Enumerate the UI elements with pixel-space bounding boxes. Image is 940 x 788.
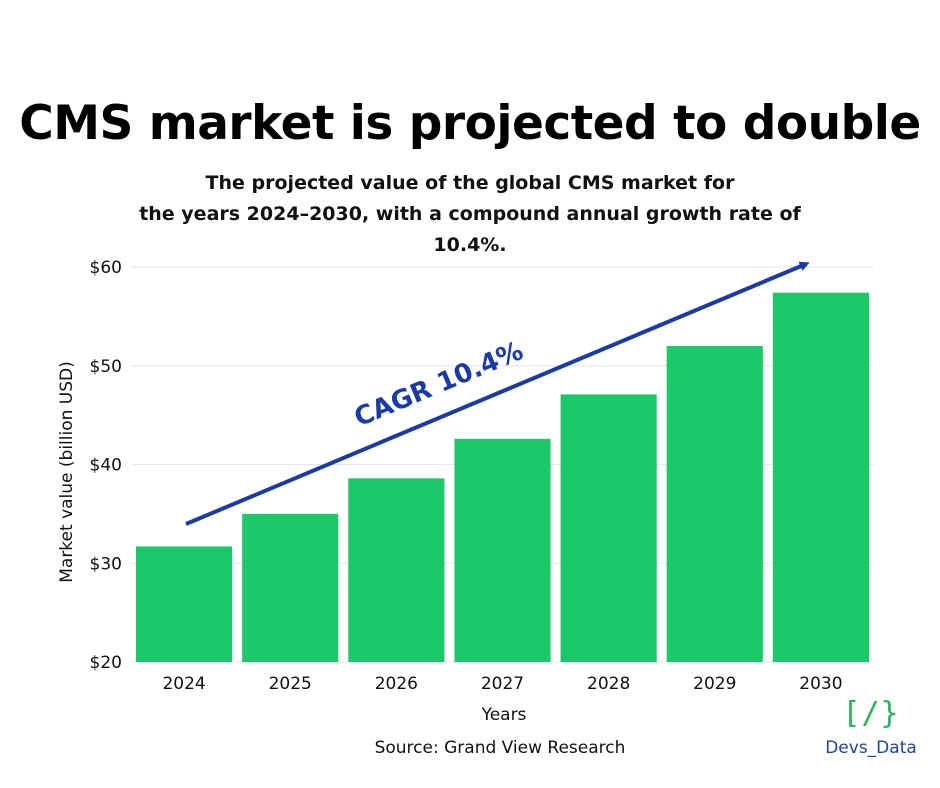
devs-data-logo: [/} Devs_Data xyxy=(806,696,936,758)
subtitle-line-2: the years 2024–2030, with a compound ann… xyxy=(139,203,801,256)
x-axis-label: Years xyxy=(481,705,527,725)
x-tick-label: 2029 xyxy=(693,674,736,694)
y-tick-label: $20 xyxy=(90,653,122,673)
bar-chart: $20 $30 $40 $50 $60 2024 2025 2026 2027 2028 2029… xyxy=(57,258,874,725)
y-tick-label: $50 xyxy=(90,357,122,377)
bar-2025 xyxy=(242,513,339,662)
source-note: Source: Grand View Research xyxy=(374,738,626,758)
x-tick-label: 2024 xyxy=(162,674,205,694)
x-tick-label: 2027 xyxy=(481,674,524,694)
bars xyxy=(136,292,869,662)
bar-2028 xyxy=(560,394,657,662)
bar-2029 xyxy=(666,346,763,662)
y-tick-label: $30 xyxy=(90,554,122,574)
bar-2027 xyxy=(454,438,551,662)
x-tick-label: 2028 xyxy=(587,674,630,694)
y-tick-label: $60 xyxy=(90,258,122,278)
x-tick-label: 2026 xyxy=(375,674,418,694)
subtitle-line-1: The projected value of the global CMS ma… xyxy=(205,172,735,194)
logo-text: Devs_Data xyxy=(825,738,917,758)
y-axis-ticks: $20 $30 $40 $50 $60 xyxy=(90,258,122,673)
cagr-trend-arrow xyxy=(185,261,810,526)
x-axis-ticks: 2024 2025 2026 2027 2028 2029 2030 xyxy=(162,674,842,694)
x-tick-label: 2025 xyxy=(269,674,312,694)
y-tick-label: $40 xyxy=(90,456,122,476)
y-axis-label: Market value (billion USD) xyxy=(57,361,77,583)
bar-2026 xyxy=(348,478,445,662)
bar-2024 xyxy=(136,546,233,662)
bar-2030 xyxy=(772,292,869,662)
chart-subtitle: The projected value of the global CMS ma… xyxy=(120,168,820,261)
logo-mark-icon: [/} xyxy=(842,696,900,731)
chart-title: CMS market is projected to double xyxy=(19,96,921,151)
x-tick-label: 2030 xyxy=(799,674,842,694)
